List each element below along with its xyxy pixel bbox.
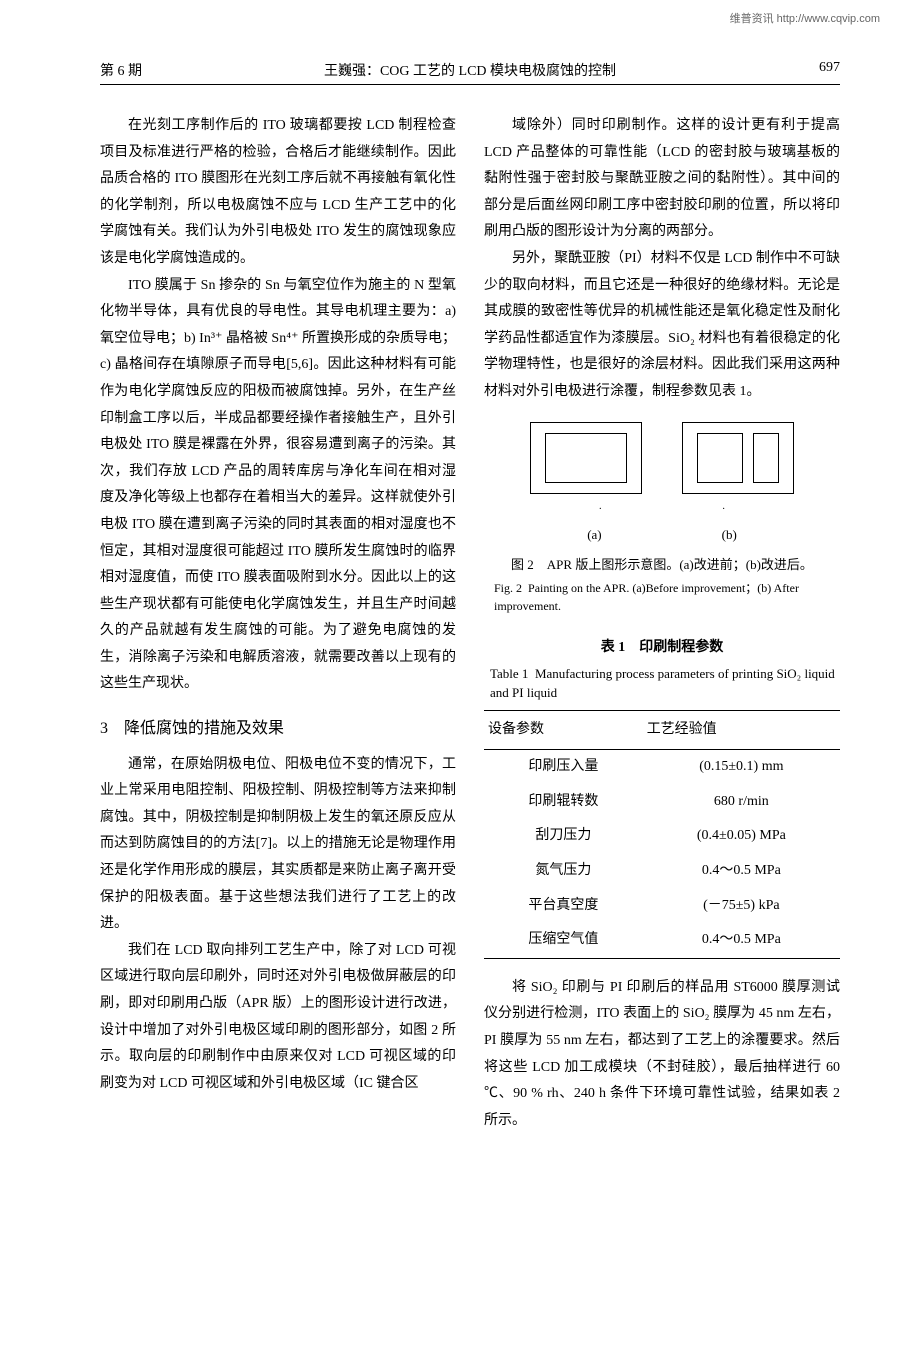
figure-2a-inner	[545, 433, 627, 483]
figure-2-diagrams	[484, 422, 840, 494]
table-row: 压缩空气值 0.4～0.5 MPa	[484, 923, 840, 958]
table-1: 设备参数 工艺经验值 印刷压入量 (0.15±0.1) mm 印刷辊转数 680…	[484, 710, 840, 959]
table-1-title-en-text: Manufacturing process parameters of prin…	[490, 666, 835, 699]
table-row: 氮气压力 0.4～0.5 MPa	[484, 854, 840, 889]
table-cell: 0.4～0.5 MPa	[643, 923, 840, 958]
dot-a: ·	[599, 500, 602, 519]
table-cell: 印刷辊转数	[484, 785, 643, 820]
header-title: 王巍强：COG 工艺的 LCD 模块电极腐蚀的控制	[180, 60, 760, 80]
left-paragraph-3: 通常，在原始阴极电位、阳极电位不变的情况下，工业上常采用电阻控制、阳极控制、阴极…	[100, 752, 456, 938]
figure-2-caption-en-text: Painting on the APR. (a)Before improveme…	[494, 581, 799, 613]
header-issue: 第 6 期	[100, 60, 180, 80]
right-paragraph-1: 域除外）同时印刷制作。这样的设计更有利于提高 LCD 产品整体的可靠性能（LCD…	[484, 113, 840, 246]
figure-2-caption-en: Fig. 2 Painting on the APR. (a)Before im…	[484, 579, 840, 615]
watermark-text: 维普资讯 http://www.cqvip.com	[730, 10, 880, 26]
table-cell: 印刷压入量	[484, 750, 643, 785]
table-cell: (0.15±0.1) mm	[643, 750, 840, 785]
figure-2b-inner-right	[753, 433, 779, 483]
table-1-title-en: Table 1 Manufacturing process parameters…	[484, 665, 840, 701]
figure-2a-wrapper	[530, 422, 642, 494]
header-page-number: 697	[760, 60, 840, 80]
page-header: 第 6 期 王巍强：COG 工艺的 LCD 模块电极腐蚀的控制 697	[100, 60, 840, 85]
table-1-col2-header: 工艺经验值	[643, 710, 840, 750]
right-paragraph-3: 将 SiO₂ 印刷与 PI 印刷后的样品用 ST6000 膜厚测试仪分别进行检测…	[484, 975, 840, 1135]
section-3-heading: 3降低腐蚀的措施及效果	[100, 716, 456, 742]
figure-2a-box	[530, 422, 642, 494]
figure-2-label-a: (a)	[587, 523, 601, 548]
figure-2-labels: (a) (b)	[484, 523, 840, 548]
figure-2-caption-cn: 图 2 APR 版上图形示意图。(a)改进前；(b)改进后。	[484, 555, 840, 575]
figure-2b-box	[682, 422, 794, 494]
table-cell: 压缩空气值	[484, 923, 643, 958]
section-title-text: 降低腐蚀的措施及效果	[124, 720, 284, 737]
table-cell: 0.4～0.5 MPa	[643, 854, 840, 889]
left-paragraph-4: 我们在 LCD 取向排列工艺生产中，除了对 LCD 可视区域进行取向层印刷外，同…	[100, 938, 456, 1098]
table-row: 印刷辊转数 680 r/min	[484, 785, 840, 820]
table-cell: (0.4±0.05) MPa	[643, 819, 840, 854]
table-cell: 680 r/min	[643, 785, 840, 820]
table-row: 刮刀压力 (0.4±0.05) MPa	[484, 819, 840, 854]
table-1-title-cn: 表 1 印刷制程参数	[484, 635, 840, 662]
left-paragraph-2: ITO 膜属于 Sn 掺杂的 Sn 与氧空位作为施主的 N 型氧化物半导体，具有…	[100, 273, 456, 699]
two-column-layout: 在光刻工序制作后的 ITO 玻璃都要按 LCD 制程检查项目及标准进行严格的检验…	[100, 113, 840, 1134]
figure-2: · · (a) (b) 图 2 APR 版上图形示意图。(a)改进前；(b)改进…	[484, 422, 840, 615]
table-row: 印刷压入量 (0.15±0.1) mm	[484, 750, 840, 785]
table-cell: 刮刀压力	[484, 819, 643, 854]
right-column: 域除外）同时印刷制作。这样的设计更有利于提高 LCD 产品整体的可靠性能（LCD…	[484, 113, 840, 1134]
left-column: 在光刻工序制作后的 ITO 玻璃都要按 LCD 制程检查项目及标准进行严格的检验…	[100, 113, 456, 1134]
figure-2b-inner-left	[697, 433, 743, 483]
figure-2b-wrapper	[682, 422, 794, 494]
table-cell: (－75±5) kPa	[643, 889, 840, 924]
table-1-header-row: 设备参数 工艺经验值	[484, 710, 840, 750]
figure-2-label-b: (b)	[722, 523, 737, 548]
right-paragraph-2: 另外，聚酰亚胺（PI）材料不仅是 LCD 制作中不可缺少的取向材料，而且它还是一…	[484, 246, 840, 406]
dot-b: ·	[722, 500, 725, 519]
table-cell: 氮气压力	[484, 854, 643, 889]
left-paragraph-1: 在光刻工序制作后的 ITO 玻璃都要按 LCD 制程检查项目及标准进行严格的检验…	[100, 113, 456, 273]
table-cell: 平台真空度	[484, 889, 643, 924]
figure-2-caption-en-prefix: Fig. 2	[494, 581, 522, 595]
figure-dots: · ·	[484, 500, 840, 519]
section-number: 3	[100, 716, 124, 742]
table-1-title-en-prefix: Table 1	[490, 666, 528, 681]
table-1-col1-header: 设备参数	[484, 710, 643, 750]
table-row: 平台真空度 (－75±5) kPa	[484, 889, 840, 924]
